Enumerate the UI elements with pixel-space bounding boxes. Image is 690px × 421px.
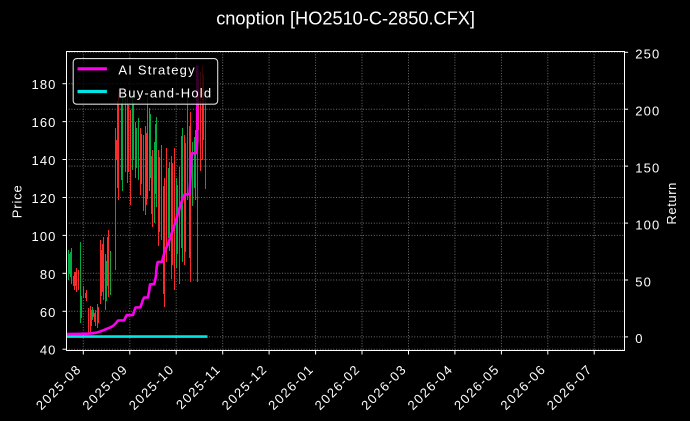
svg-text:100: 100 bbox=[32, 229, 57, 244]
svg-text:140: 140 bbox=[32, 153, 57, 168]
svg-text:100: 100 bbox=[635, 217, 660, 232]
svg-text:Price: Price bbox=[10, 184, 25, 218]
svg-text:Return: Return bbox=[664, 182, 679, 225]
svg-text:60: 60 bbox=[40, 305, 57, 320]
svg-text:AI Strategy: AI Strategy bbox=[118, 63, 195, 78]
svg-text:Buy-and-Hold: Buy-and-Hold bbox=[118, 85, 212, 100]
svg-text:80: 80 bbox=[40, 267, 57, 282]
svg-text:180: 180 bbox=[32, 77, 57, 92]
svg-text:150: 150 bbox=[635, 160, 660, 175]
svg-text:120: 120 bbox=[32, 191, 57, 206]
svg-text:40: 40 bbox=[40, 343, 57, 358]
svg-text:200: 200 bbox=[635, 104, 660, 119]
svg-text:0: 0 bbox=[635, 331, 643, 346]
svg-text:160: 160 bbox=[32, 115, 57, 130]
svg-text:cnoption [HO2510-C-2850.CFX]: cnoption [HO2510-C-2850.CFX] bbox=[216, 8, 475, 28]
svg-text:250: 250 bbox=[635, 47, 660, 62]
svg-text:50: 50 bbox=[635, 274, 652, 289]
